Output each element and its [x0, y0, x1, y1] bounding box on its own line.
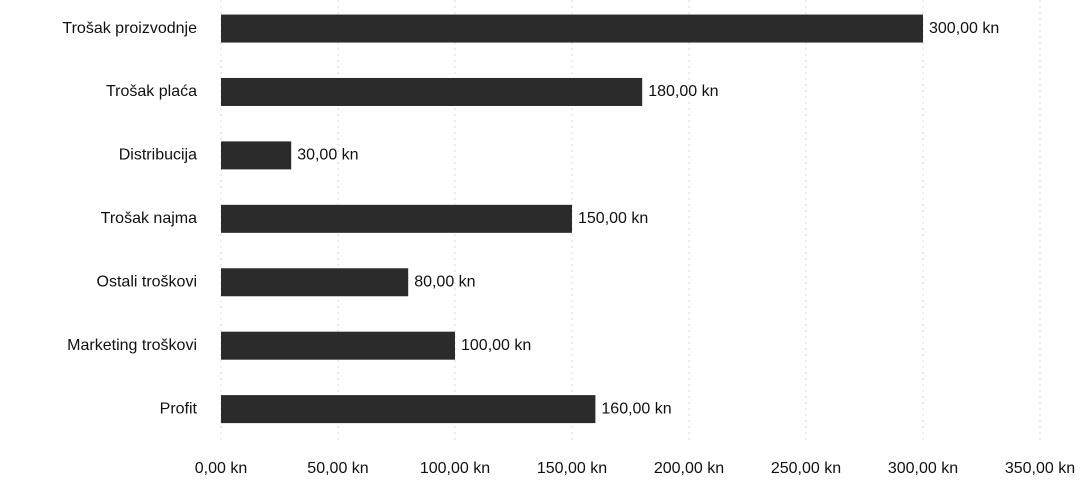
y-tick-label: Trošak najma: [101, 210, 197, 227]
y-tick-label: Trošak proizvodnje: [62, 20, 197, 37]
bar: [221, 331, 455, 360]
data-label: 300,00 kn: [929, 20, 999, 37]
bar: [221, 395, 596, 424]
x-tick-label: 350,00 kn: [1005, 460, 1075, 477]
bar: [221, 77, 643, 106]
x-tick-label: 0,00 kn: [195, 460, 247, 477]
x-tick-label: 300,00 kn: [888, 460, 958, 477]
y-tick-label: Profit: [160, 400, 198, 417]
data-label: 100,00 kn: [461, 337, 531, 354]
bar: [221, 204, 572, 233]
data-label: 150,00 kn: [578, 210, 648, 227]
bar: [221, 141, 292, 170]
y-tick-label: Ostali troškovi: [97, 273, 197, 290]
x-tick-label: 100,00 kn: [420, 460, 490, 477]
data-label: 80,00 kn: [414, 273, 475, 290]
y-tick-label: Trošak plaća: [106, 83, 197, 100]
data-label: 180,00 kn: [648, 83, 718, 100]
y-tick-label: Marketing troškovi: [67, 337, 197, 354]
x-tick-label: 200,00 kn: [654, 460, 724, 477]
x-tick-label: 150,00 kn: [537, 460, 607, 477]
y-tick-label: Distribucija: [119, 147, 197, 164]
data-label: 30,00 kn: [297, 147, 358, 164]
bar: [221, 14, 923, 43]
x-tick-label: 250,00 kn: [771, 460, 841, 477]
data-label: 160,00 kn: [601, 400, 671, 417]
x-tick-label: 50,00 kn: [307, 460, 368, 477]
bar: [221, 268, 409, 297]
